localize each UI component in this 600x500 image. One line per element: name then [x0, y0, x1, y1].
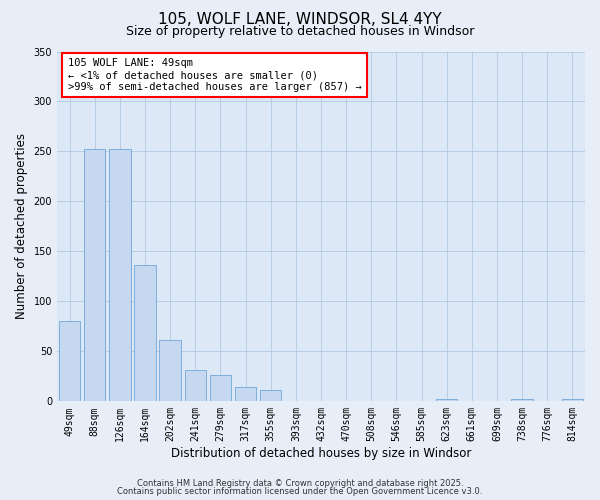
Bar — [210, 376, 231, 402]
Bar — [109, 150, 131, 402]
Text: Contains public sector information licensed under the Open Government Licence v3: Contains public sector information licen… — [118, 487, 482, 496]
Bar — [160, 340, 181, 402]
Text: Size of property relative to detached houses in Windsor: Size of property relative to detached ho… — [126, 25, 474, 38]
Y-axis label: Number of detached properties: Number of detached properties — [15, 134, 28, 320]
Bar — [185, 370, 206, 402]
Bar — [59, 322, 80, 402]
Text: Contains HM Land Registry data © Crown copyright and database right 2025.: Contains HM Land Registry data © Crown c… — [137, 478, 463, 488]
Bar — [134, 266, 156, 402]
Text: 105 WOLF LANE: 49sqm
← <1% of detached houses are smaller (0)
>99% of semi-detac: 105 WOLF LANE: 49sqm ← <1% of detached h… — [68, 58, 361, 92]
Bar — [436, 400, 457, 402]
Bar — [511, 400, 533, 402]
Bar — [260, 390, 281, 402]
Bar — [562, 400, 583, 402]
Bar — [84, 150, 106, 402]
X-axis label: Distribution of detached houses by size in Windsor: Distribution of detached houses by size … — [171, 447, 471, 460]
Text: 105, WOLF LANE, WINDSOR, SL4 4YY: 105, WOLF LANE, WINDSOR, SL4 4YY — [158, 12, 442, 28]
Bar — [235, 388, 256, 402]
